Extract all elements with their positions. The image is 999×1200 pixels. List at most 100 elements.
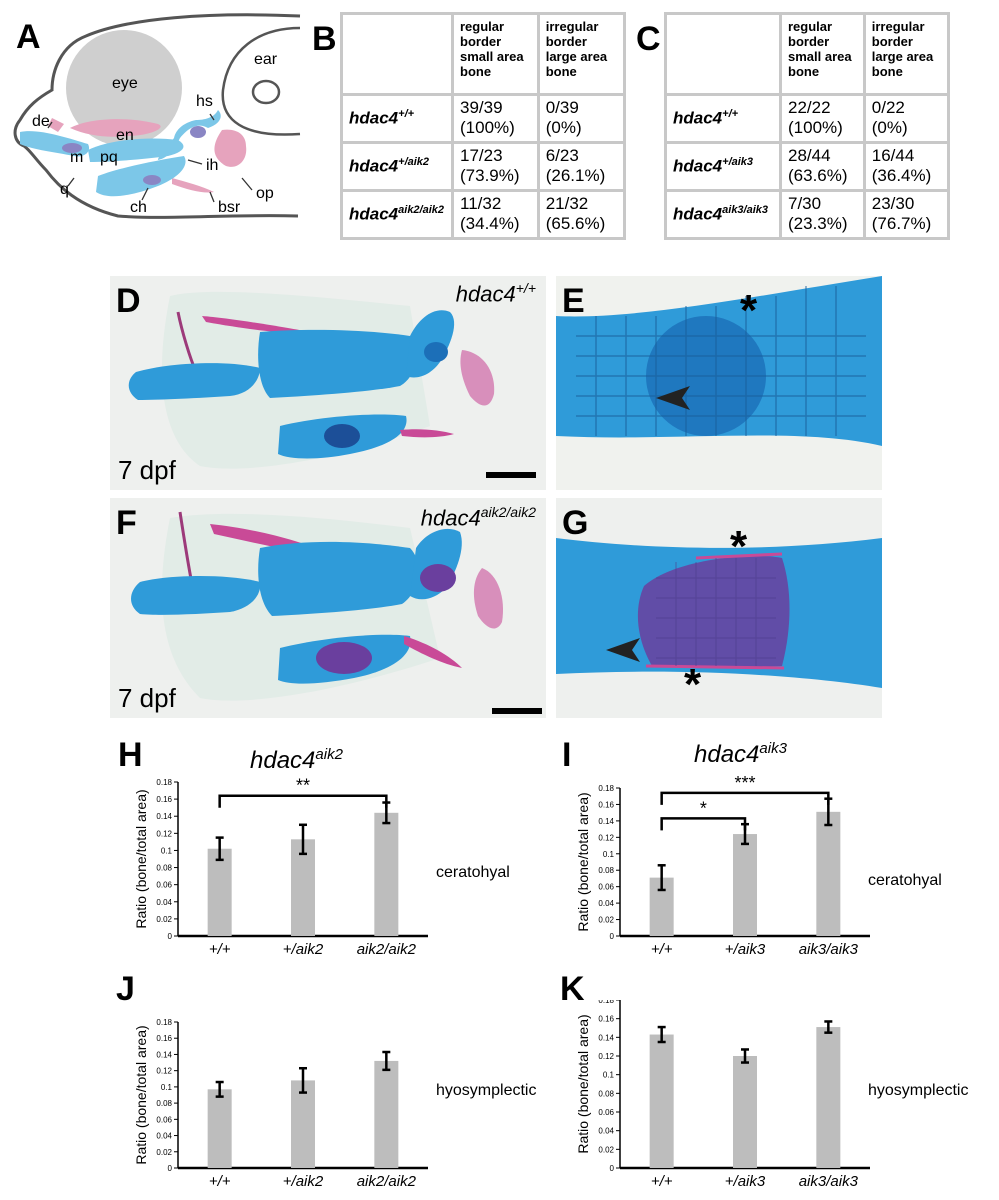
scale-bar xyxy=(492,708,542,714)
y-tick-label: 0.08 xyxy=(156,864,172,873)
x-tick-label: +/aik2 xyxy=(283,1173,324,1190)
bar-chart-i: Ratio (bone/total area) 0 0.02 0.04 0.06 0.08… xyxy=(575,773,870,958)
bone-name-i: ceratohyal xyxy=(868,872,942,889)
y-tick-label: 0.08 xyxy=(598,866,614,875)
y-tick-label: 0.1 xyxy=(161,1083,173,1092)
y-tick-label: 0 xyxy=(610,932,615,941)
overlap-shape xyxy=(324,424,360,448)
y-tick-label: 0.16 xyxy=(598,1015,614,1024)
bar xyxy=(816,1027,841,1168)
row-genotype: hdac4+/+ xyxy=(340,93,454,144)
bone-shape xyxy=(404,636,462,668)
micrograph-g: * * xyxy=(556,498,882,718)
x-tick-label: aik3/aik3 xyxy=(799,1173,859,1190)
cartilage-shape xyxy=(131,576,261,615)
overlap-shape xyxy=(424,342,448,362)
bar xyxy=(207,1089,232,1168)
y-axis-label: Ratio (bone/total area) xyxy=(133,1025,149,1164)
cell-regular: 7/30 (23.3%) xyxy=(779,189,866,240)
row-genotype: hdac4+/aik2 xyxy=(340,141,454,192)
y-tick-label: 0.04 xyxy=(598,1127,614,1136)
stage-label: 7 dpf xyxy=(118,683,176,713)
significance-label: *** xyxy=(734,773,755,793)
panel-label-i: I xyxy=(562,736,572,774)
x-tick-label: aik2/aik2 xyxy=(357,941,417,958)
bar xyxy=(291,1080,315,1168)
y-tick-label: 0.12 xyxy=(598,1052,614,1061)
cell-regular: 39/39 (100%) xyxy=(451,93,540,144)
cartilage-zoom-e xyxy=(556,276,882,490)
y-tick-label: 0.18 xyxy=(156,1018,172,1027)
bar-chart-k: Ratio (bone/total area) 0 0.02 0.04 0.06 0.08… xyxy=(575,1000,870,1190)
scale-bar xyxy=(486,472,536,478)
panel-label-d: D xyxy=(116,282,141,320)
y-tick-label: 0.18 xyxy=(156,778,172,787)
label-ear: ear xyxy=(254,51,278,68)
row-genotype: hdac4+/+ xyxy=(664,93,782,144)
cartilage-shape xyxy=(128,363,260,400)
cell-regular: 17/23 (73.9%) xyxy=(451,141,540,192)
cell-irregular: 0/22 (0%) xyxy=(862,93,951,144)
table-b: regular border small area bone irregular… xyxy=(340,12,627,240)
overlap-shape xyxy=(316,642,372,674)
significance-label: ** xyxy=(296,776,310,796)
bar xyxy=(374,812,399,936)
x-tick-label: +/+ xyxy=(209,1173,231,1190)
panel-label-f: F xyxy=(116,504,137,542)
stage-label: 7 dpf xyxy=(118,455,176,485)
bone-name-k: hyosymplectic xyxy=(868,1082,969,1099)
bone-shape xyxy=(645,664,785,670)
y-axis-label: Ratio (bone/total area) xyxy=(133,789,149,928)
table-corner xyxy=(340,12,454,96)
eye-shape xyxy=(66,30,182,146)
y-tick-label: 0.04 xyxy=(156,898,172,907)
y-tick-label: 0.02 xyxy=(598,1145,614,1154)
overlap-m xyxy=(62,143,82,153)
cell-irregular: 16/44 (36.4%) xyxy=(862,141,951,192)
micrograph-f: 7 dpf hdac4aik2/aik2 xyxy=(110,498,546,718)
otolith xyxy=(251,79,281,105)
bone-en xyxy=(70,119,161,137)
panel-label-h: H xyxy=(118,736,143,774)
y-tick-label: 0.02 xyxy=(156,1148,172,1157)
label-de: de xyxy=(32,113,50,130)
y-tick-label: 0.14 xyxy=(156,812,172,821)
asterisk-mark: * xyxy=(740,286,758,335)
bone-shape xyxy=(400,429,454,438)
asterisk-mark: * xyxy=(684,660,702,709)
label-op: op xyxy=(256,185,274,202)
panel-label-a: A xyxy=(16,18,41,56)
cartilage-shape xyxy=(258,541,419,616)
genotype-label: hdac4aik2/aik2 xyxy=(420,504,536,531)
y-tick-label: 0.1 xyxy=(603,1071,615,1080)
micrograph-d: 7 dpf hdac4+/+ xyxy=(110,276,546,490)
x-tick-label: aik2/aik2 xyxy=(357,1173,417,1190)
overlap-hs xyxy=(190,126,206,138)
y-tick-label: 0.02 xyxy=(598,916,614,925)
y-tick-label: 0.14 xyxy=(156,1050,172,1059)
y-tick-label: 0.02 xyxy=(156,915,172,924)
bar xyxy=(733,1056,757,1168)
overlap-ch xyxy=(143,175,161,185)
arrowhead-icon xyxy=(656,386,690,410)
y-tick-label: 0.14 xyxy=(598,1033,614,1042)
bone-shape xyxy=(473,568,504,629)
column-header-regular: regular border small area bone xyxy=(779,12,866,96)
x-tick-label: aik3/aik3 xyxy=(799,941,859,958)
bone-shape xyxy=(695,552,783,560)
bar xyxy=(733,834,757,936)
panel-label-c: C xyxy=(636,20,661,58)
cartilage-ch xyxy=(96,156,186,197)
x-tick-label: +/+ xyxy=(209,941,231,958)
bar xyxy=(374,1060,399,1168)
bone-de xyxy=(48,118,64,132)
micrograph-e: * xyxy=(556,276,882,490)
x-tick-label: +/aik2 xyxy=(283,941,324,958)
y-tick-label: 0 xyxy=(168,1164,173,1173)
bar-chart-j: Ratio (bone/total area) 0 0.02 0.04 0.06 0.08… xyxy=(133,1018,428,1190)
cell-irregular: 6/23 (26.1%) xyxy=(536,141,627,192)
y-tick-label: 0.08 xyxy=(598,1089,614,1098)
row-genotype: hdac4aik3/aik3 xyxy=(664,189,782,240)
label-hs: hs xyxy=(196,93,213,110)
y-tick-label: 0.18 xyxy=(598,784,614,793)
